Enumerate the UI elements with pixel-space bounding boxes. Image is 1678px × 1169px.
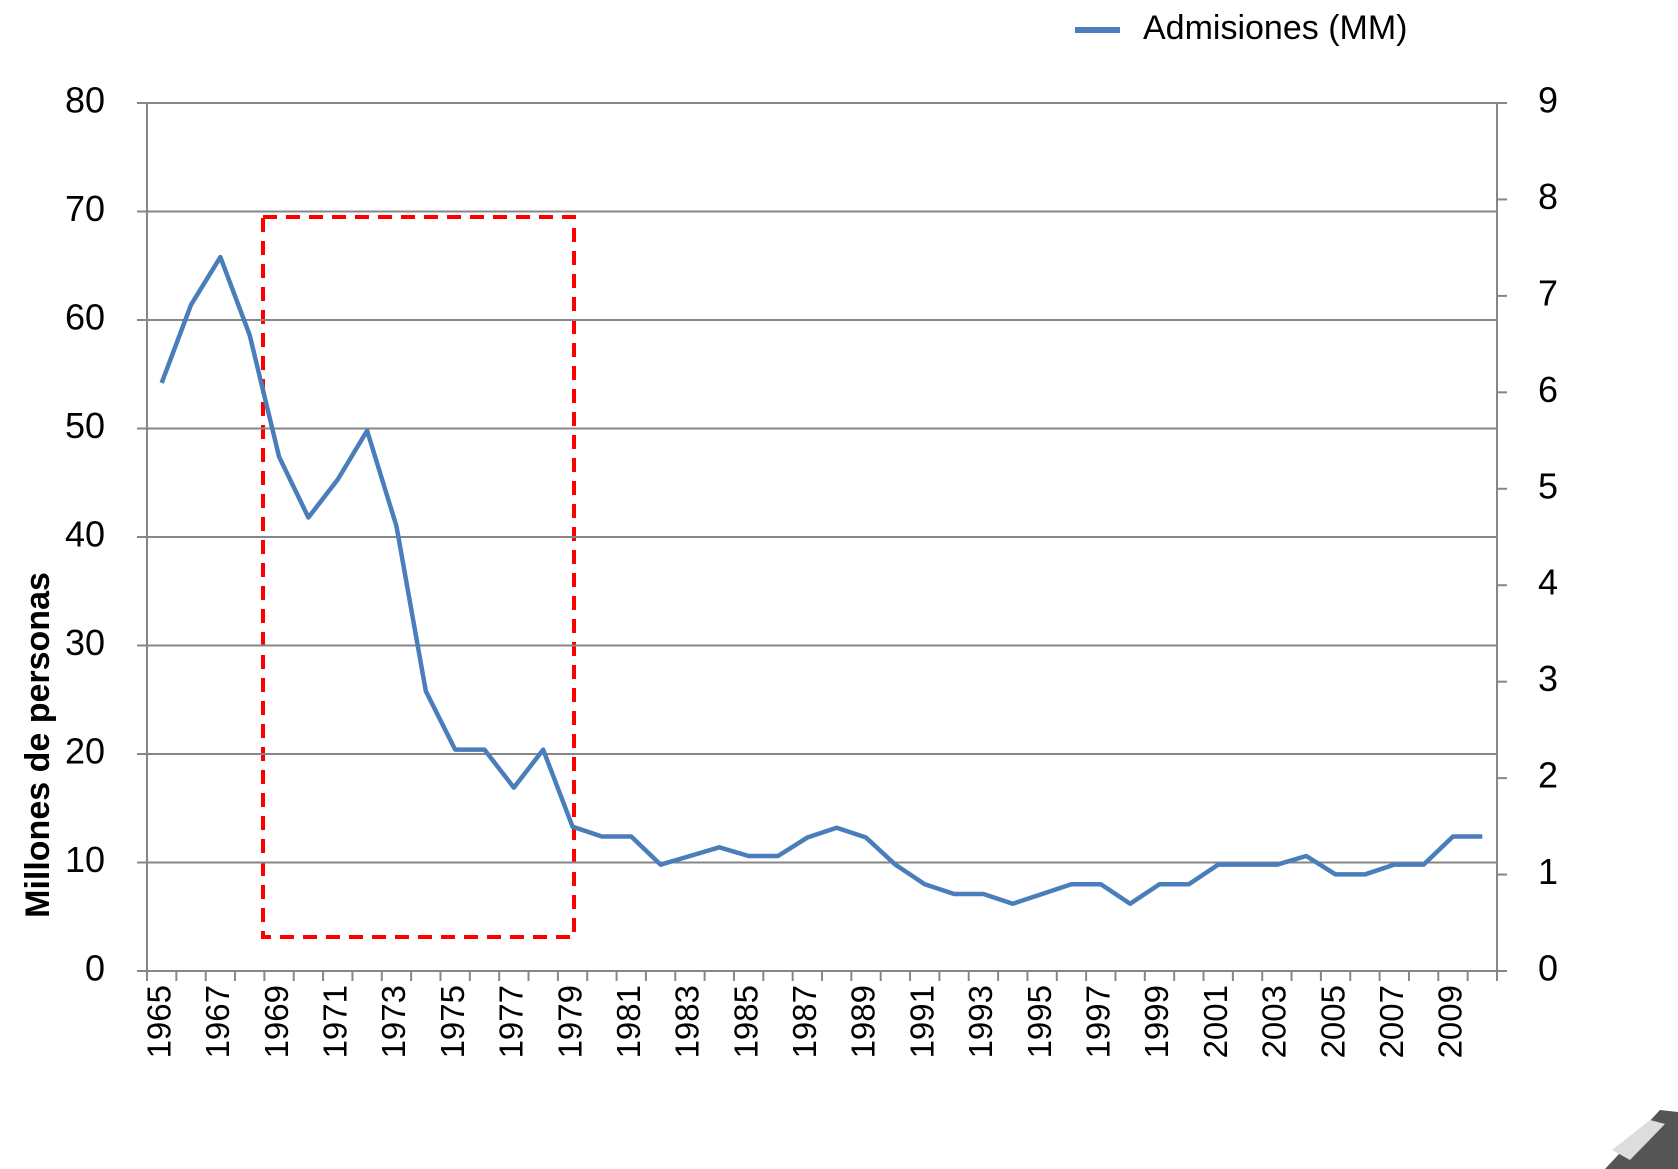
x-tick-label: 1995: [1021, 985, 1058, 1058]
y-tick-label: 10: [65, 839, 105, 880]
x-tick-label: 1997: [1080, 985, 1117, 1058]
x-tick-label: 1967: [199, 985, 236, 1058]
y2-tick-label: 4: [1538, 562, 1558, 603]
y-tick-label: 80: [65, 80, 105, 121]
y-tick-label: 20: [65, 731, 105, 772]
x-tick-label: 1973: [375, 985, 412, 1058]
x-tick-label: 2001: [1197, 985, 1234, 1058]
y-tick-label: 50: [65, 405, 105, 446]
y-axis-label: Millones de personas: [19, 572, 57, 918]
x-tick-label: 1991: [903, 985, 940, 1058]
y-tick-label: 30: [65, 622, 105, 663]
y-tick-label: 40: [65, 514, 105, 555]
y2-tick-label: 3: [1538, 658, 1558, 699]
x-tick-label: 1979: [551, 985, 588, 1058]
y2-tick-label: 9: [1538, 80, 1558, 121]
y-tick-label: 0: [85, 948, 105, 989]
x-tick-label: 1977: [493, 985, 530, 1058]
x-tick-label: 1975: [434, 985, 471, 1058]
y2-tick-label: 1: [1538, 851, 1558, 892]
legend-label: Admisiones (MM): [1143, 9, 1407, 47]
x-tick-label: 1985: [727, 985, 764, 1058]
y-tick-label: 70: [65, 188, 105, 229]
y2-tick-label: 5: [1538, 465, 1558, 506]
y2-tick-label: 6: [1538, 369, 1558, 410]
x-tick-label: 1983: [669, 985, 706, 1058]
y2-tick-label: 7: [1538, 272, 1558, 313]
x-tick-label: 2007: [1373, 985, 1410, 1058]
x-tick-label: 1981: [610, 985, 647, 1058]
data-line: [159, 254, 1483, 906]
corner-icon: [1605, 1110, 1678, 1169]
x-tick-label: 1969: [258, 985, 295, 1058]
highlight-box: [261, 215, 576, 939]
x-tick-label: 1989: [845, 985, 882, 1058]
x-tick-label: 2009: [1432, 985, 1469, 1058]
y-tick-label: 60: [65, 297, 105, 338]
x-tick-label: 2005: [1314, 985, 1351, 1058]
y2-tick-label: 2: [1538, 755, 1558, 796]
x-tick-label: 1965: [140, 985, 177, 1058]
x-tick-label: 1971: [316, 985, 353, 1058]
x-tick-label: 1993: [962, 985, 999, 1058]
y2-tick-label: 8: [1538, 176, 1558, 217]
x-tick-label: 1987: [786, 985, 823, 1058]
x-tick-label: 2003: [1256, 985, 1293, 1058]
x-tick-label: 1999: [1138, 985, 1175, 1058]
y2-tick-label: 0: [1538, 948, 1558, 989]
